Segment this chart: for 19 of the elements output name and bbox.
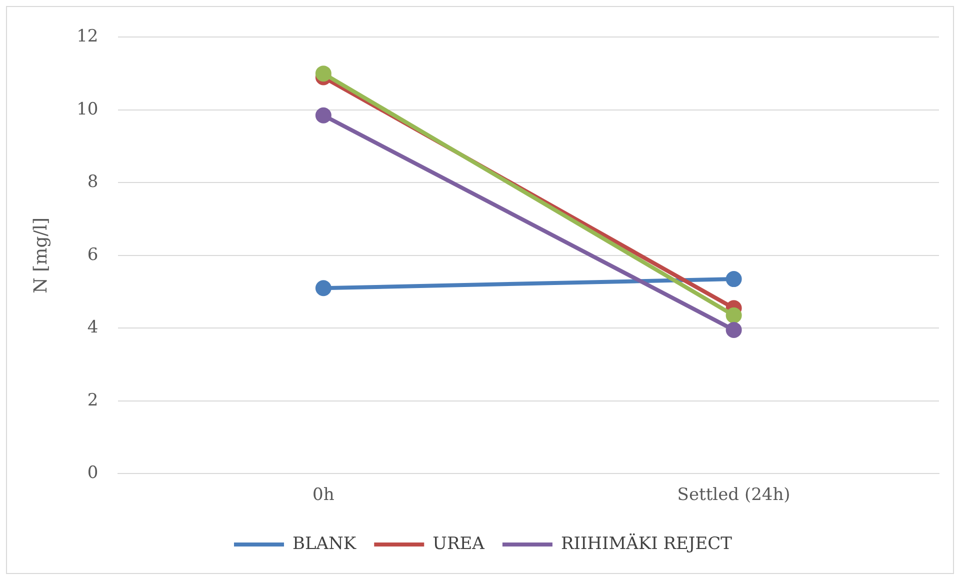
y-tick-label: 0	[87, 463, 98, 484]
point	[315, 280, 332, 296]
y-tick-label: 6	[87, 244, 98, 265]
y-tick-label: 10	[76, 99, 98, 120]
y-tick-label: 12	[76, 26, 98, 47]
point	[726, 271, 742, 288]
y-tick-label: 2	[87, 390, 98, 410]
legend-label: UREA	[432, 534, 486, 554]
y-axis-title: N [mg/l]	[30, 217, 52, 294]
point	[726, 322, 742, 338]
x-tick-label: Settled (24h)	[677, 485, 790, 506]
legend-label: RIIHIMÄKI REJECT	[560, 532, 733, 554]
x-tick-label: 0h	[312, 485, 334, 506]
legend-label: BLANK	[292, 534, 356, 554]
point	[315, 107, 332, 124]
y-tick-label: 4	[87, 318, 98, 338]
point	[315, 66, 332, 82]
y-tick-label: 8	[87, 172, 98, 192]
point	[726, 307, 742, 324]
